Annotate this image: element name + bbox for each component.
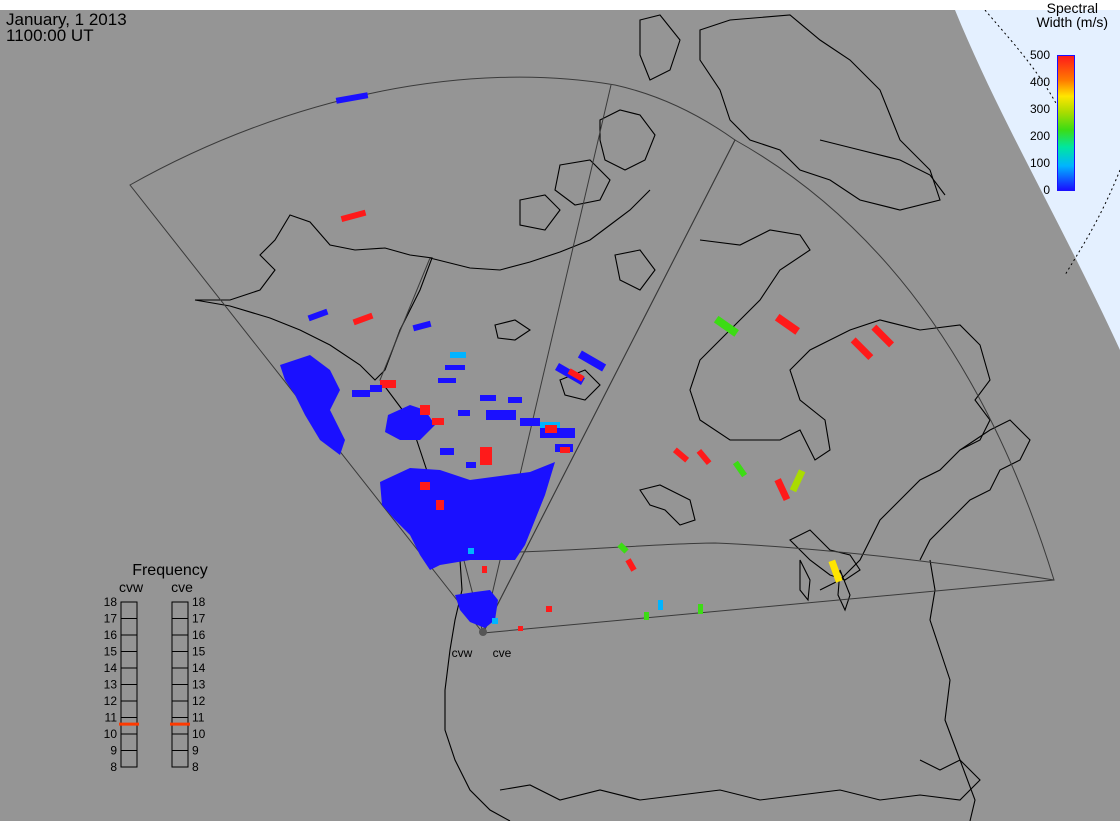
top-border — [0, 0, 1120, 10]
frequency-radar-label-cve: cve — [171, 579, 193, 595]
frequency-tick-label: 16 — [192, 628, 206, 642]
frequency-tick-label: 18 — [192, 595, 206, 609]
time-label: 1100:00 UT — [6, 26, 94, 45]
radar-site-marker — [479, 628, 487, 636]
frequency-tick-label: 17 — [104, 612, 118, 626]
frequency-tick-label: 16 — [104, 628, 118, 642]
field-of-view-outlines — [129, 76, 1055, 634]
frequency-tick-label: 8 — [110, 760, 117, 774]
colorbar-tick-label: 0 — [1043, 183, 1050, 197]
frequency-title: Frequency — [132, 562, 208, 579]
frequency-radar-label-cvw: cvw — [119, 579, 144, 595]
frequency-tick-label: 10 — [192, 727, 206, 741]
colorbar-title-line2: Width (m/s) — [1036, 14, 1108, 30]
frequency-tick-label: 8 — [192, 760, 199, 774]
colorbar-tick-label: 300 — [1030, 102, 1050, 116]
colorbar-tick-label: 100 — [1030, 156, 1050, 170]
frequency-tick-label: 15 — [104, 645, 118, 659]
frequency-tick-label: 14 — [104, 661, 118, 675]
colorbar-gradient — [1058, 56, 1074, 190]
colorbar: Spectral Width (m/s) 0 100 200 300 400 500 — [1030, 0, 1108, 197]
colorbar-title-line1: Spectral — [1047, 0, 1098, 16]
frequency-tick-label: 11 — [105, 711, 118, 725]
latitude-circle-dotted-2 — [1064, 169, 1120, 276]
radar-label-cve: cve — [493, 646, 512, 660]
frequency-tick-label: 11 — [192, 711, 205, 725]
colorbar-tick-label: 200 — [1030, 129, 1050, 143]
frequency-tick-label: 12 — [192, 694, 206, 708]
frequency-tick-label: 13 — [104, 678, 118, 692]
colorbar-ticks: 0 100 200 300 400 500 — [1030, 48, 1050, 197]
radar-label-cvw: cvw — [452, 646, 473, 660]
radar-echoes — [280, 92, 895, 631]
colorbar-tick-label: 500 — [1030, 48, 1050, 62]
frequency-panel: Frequency cvw cve 1817161514131211109818… — [104, 562, 208, 774]
date-label: January, 1 2013 — [6, 10, 127, 29]
polar-ocean-zone — [955, 10, 1120, 350]
colorbar-tick-label: 400 — [1030, 75, 1050, 89]
frequency-tick-label: 18 — [104, 595, 118, 609]
frequency-tick-label: 15 — [192, 645, 206, 659]
frequency-tick-label: 14 — [192, 661, 206, 675]
frequency-tick-label: 9 — [192, 744, 199, 758]
frequency-tick-label: 13 — [192, 678, 206, 692]
frequency-tick-label: 12 — [104, 694, 118, 708]
frequency-scales: 18 17 16 15 14 13 12 11 10 9 8 18 17 16 15 14 13 12 11 10 9 8 — [104, 595, 206, 774]
frequency-tick-label: 10 — [104, 727, 118, 741]
frequency-tick-label: 9 — [110, 744, 117, 758]
frequency-tick-label: 17 — [192, 612, 206, 626]
